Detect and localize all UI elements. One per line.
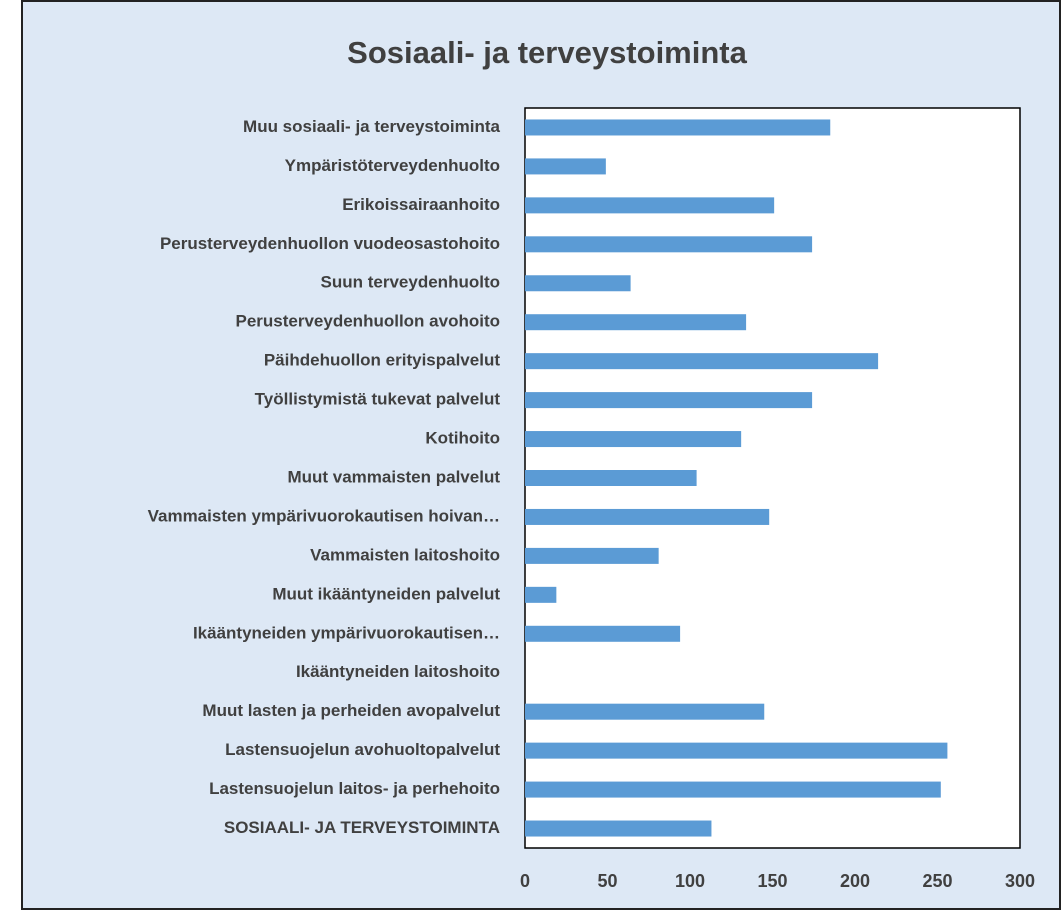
bar	[525, 158, 606, 175]
y-tick-label: Muut lasten ja perheiden avopalvelut	[202, 701, 500, 720]
bar	[525, 508, 770, 525]
y-tick-label: Lastensuojelun avohuoltopalvelut	[225, 740, 500, 759]
y-tick-label: Muu sosiaali- ja terveystoiminta	[243, 117, 501, 136]
bar	[525, 625, 681, 642]
bar	[525, 314, 747, 331]
y-tick-label: Päihdehuollon erityispalvelut	[264, 351, 500, 370]
bar	[525, 275, 631, 292]
y-tick-label: Ympäristöterveydenhuolto	[285, 156, 500, 175]
bar	[525, 781, 941, 798]
x-tick-label: 150	[757, 871, 787, 891]
y-tick-label: Muut ikääntyneiden palvelut	[272, 584, 500, 603]
bar	[525, 392, 813, 409]
bar	[525, 703, 765, 720]
chart-title: Sosiaali- ja terveystoiminta	[347, 35, 747, 70]
x-tick-label: 250	[922, 871, 952, 891]
y-tick-label: SOSIAALI- JA TERVEYSTOIMINTA	[224, 818, 500, 837]
x-tick-label: 50	[597, 871, 617, 891]
x-tick-label: 100	[675, 871, 705, 891]
y-tick-label: Vammaisten ympärivuorokautisen hoivan…	[148, 506, 500, 525]
x-tick-label: 0	[520, 871, 530, 891]
bar	[525, 586, 557, 603]
bar	[525, 742, 948, 759]
y-tick-label: Muut vammaisten palvelut	[287, 467, 500, 486]
y-tick-label: Vammaisten laitoshoito	[310, 545, 500, 564]
y-tick-label: Työllistymistä tukevat palvelut	[255, 390, 501, 409]
y-tick-label: Perusterveydenhuollon vuodeosastohoito	[160, 234, 500, 253]
bar	[525, 547, 659, 564]
bar	[525, 431, 742, 448]
y-tick-label: Erikoissairaanhoito	[342, 195, 500, 214]
x-tick-label: 200	[840, 871, 870, 891]
y-tick-label: Ikääntyneiden laitoshoito	[296, 662, 500, 681]
y-tick-label: Suun terveydenhuolto	[321, 273, 500, 292]
bar	[525, 470, 697, 486]
y-tick-label: Perusterveydenhuollon avohoito	[236, 312, 501, 331]
bar	[525, 119, 831, 136]
bar	[525, 197, 775, 214]
x-tick-label: 300	[1005, 871, 1035, 891]
bar	[525, 353, 879, 370]
bar	[525, 236, 813, 253]
y-tick-label: Ikääntyneiden ympärivuorokautisen…	[193, 623, 500, 642]
y-tick-label: Kotihoito	[425, 429, 500, 448]
y-tick-label: Lastensuojelun laitos- ja perhehoito	[209, 779, 500, 798]
bar	[525, 820, 712, 837]
